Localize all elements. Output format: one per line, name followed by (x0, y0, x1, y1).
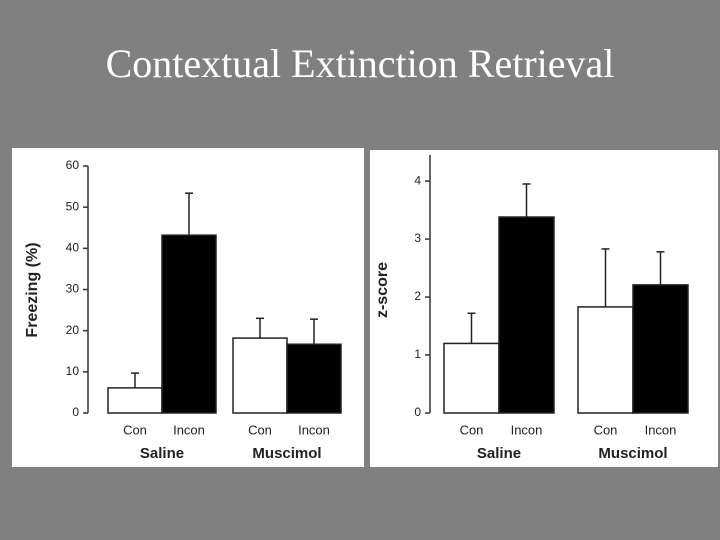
y-tick-label: 40 (66, 241, 80, 255)
bar (232, 337, 288, 414)
y-tick-label: 50 (66, 199, 80, 213)
y-axis-label: Freezing (%) (24, 242, 41, 337)
group-label: Muscimol (252, 445, 321, 462)
bar (161, 234, 217, 414)
x-tick-label: Incon (645, 422, 677, 437)
x-tick-label: Incon (173, 422, 205, 437)
y-tick-label: 2 (414, 289, 421, 303)
y-tick-label: 60 (66, 158, 80, 172)
x-tick-label: Con (460, 422, 484, 437)
x-tick-label: Incon (511, 422, 543, 437)
x-tick-label: Con (594, 422, 618, 437)
bar (443, 342, 500, 414)
bar (632, 284, 689, 414)
bar (286, 343, 342, 414)
bar (107, 387, 163, 414)
y-tick-label: 20 (66, 323, 80, 337)
bar (498, 216, 555, 414)
y-tick-label: 0 (414, 405, 421, 419)
y-tick-label: 1 (414, 347, 421, 361)
x-tick-label: Con (248, 422, 272, 437)
group-label: Saline (140, 445, 184, 462)
y-tick-label: 3 (414, 231, 421, 245)
y-axis-label: z-score (374, 262, 391, 318)
group-label: Saline (477, 445, 521, 462)
y-tick-label: 0 (72, 405, 79, 419)
y-tick-label: 10 (66, 364, 80, 378)
y-tick-label: 4 (414, 173, 421, 187)
group-label: Muscimol (598, 445, 667, 462)
x-tick-label: Con (123, 422, 147, 437)
x-tick-label: Incon (298, 422, 330, 437)
y-tick-label: 30 (66, 282, 80, 296)
bar (577, 306, 634, 414)
slide-title: Contextual Extinction Retrieval (106, 41, 615, 86)
